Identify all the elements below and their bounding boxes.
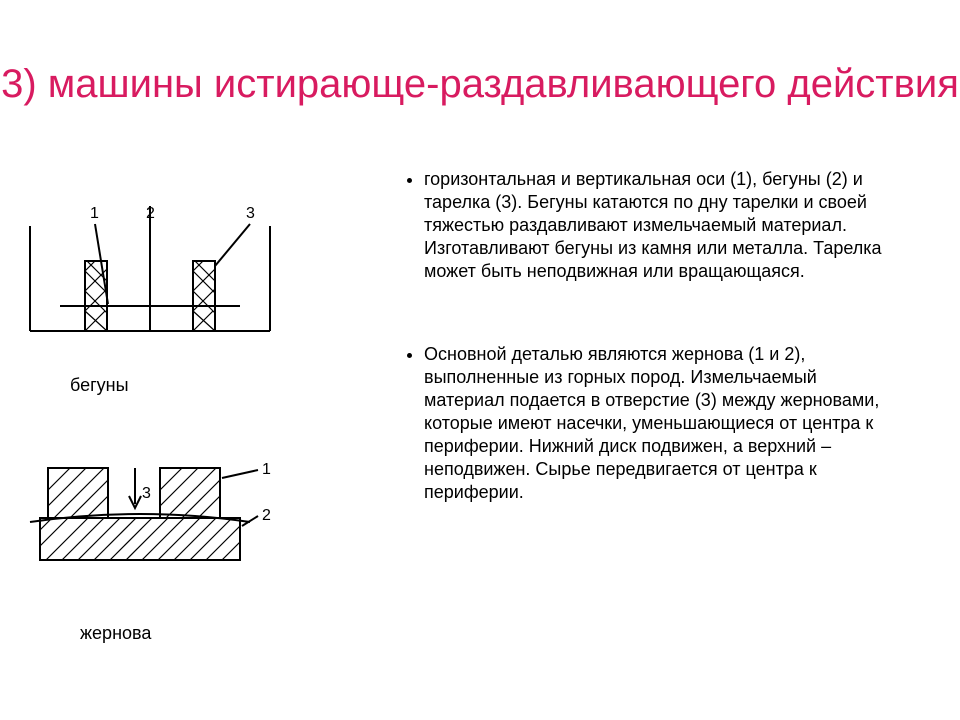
figure-millstones-caption: жернова xyxy=(0,623,380,644)
figure-runners-caption: бегуны xyxy=(0,375,370,396)
figures-column: 1 2 3 бегуны xyxy=(0,168,400,564)
text-column: горизонтальная и вертикальная оси (1), б… xyxy=(400,168,940,564)
fig1-label-2: 2 xyxy=(146,205,155,222)
bullet-list: горизонтальная и вертикальная оси (1), б… xyxy=(400,168,900,504)
fig2-label-3: 3 xyxy=(142,485,151,502)
fig2-label-2: 2 xyxy=(262,507,271,524)
content-row: 1 2 3 бегуны xyxy=(0,168,960,564)
fig1-label-1: 1 xyxy=(90,205,99,222)
fig2-label-1: 1 xyxy=(262,461,271,478)
figure-millstones: 3 1 2 жернова xyxy=(0,446,380,644)
slide: 3) машины истирающе-раздавливающего дейс… xyxy=(0,0,960,720)
figure-runners: 1 2 3 бегуны xyxy=(0,196,370,396)
fig1-label-3: 3 xyxy=(246,205,255,222)
figure-runners-svg: 1 2 3 xyxy=(0,196,300,356)
figure-millstones-svg: 3 1 2 xyxy=(0,446,300,596)
bullet-item: горизонтальная и вертикальная оси (1), б… xyxy=(424,168,900,283)
slide-title: 3) машины истирающе-раздавливающего дейс… xyxy=(0,61,960,107)
bullet-item: Основной деталью являются жернова (1 и 2… xyxy=(424,343,900,504)
